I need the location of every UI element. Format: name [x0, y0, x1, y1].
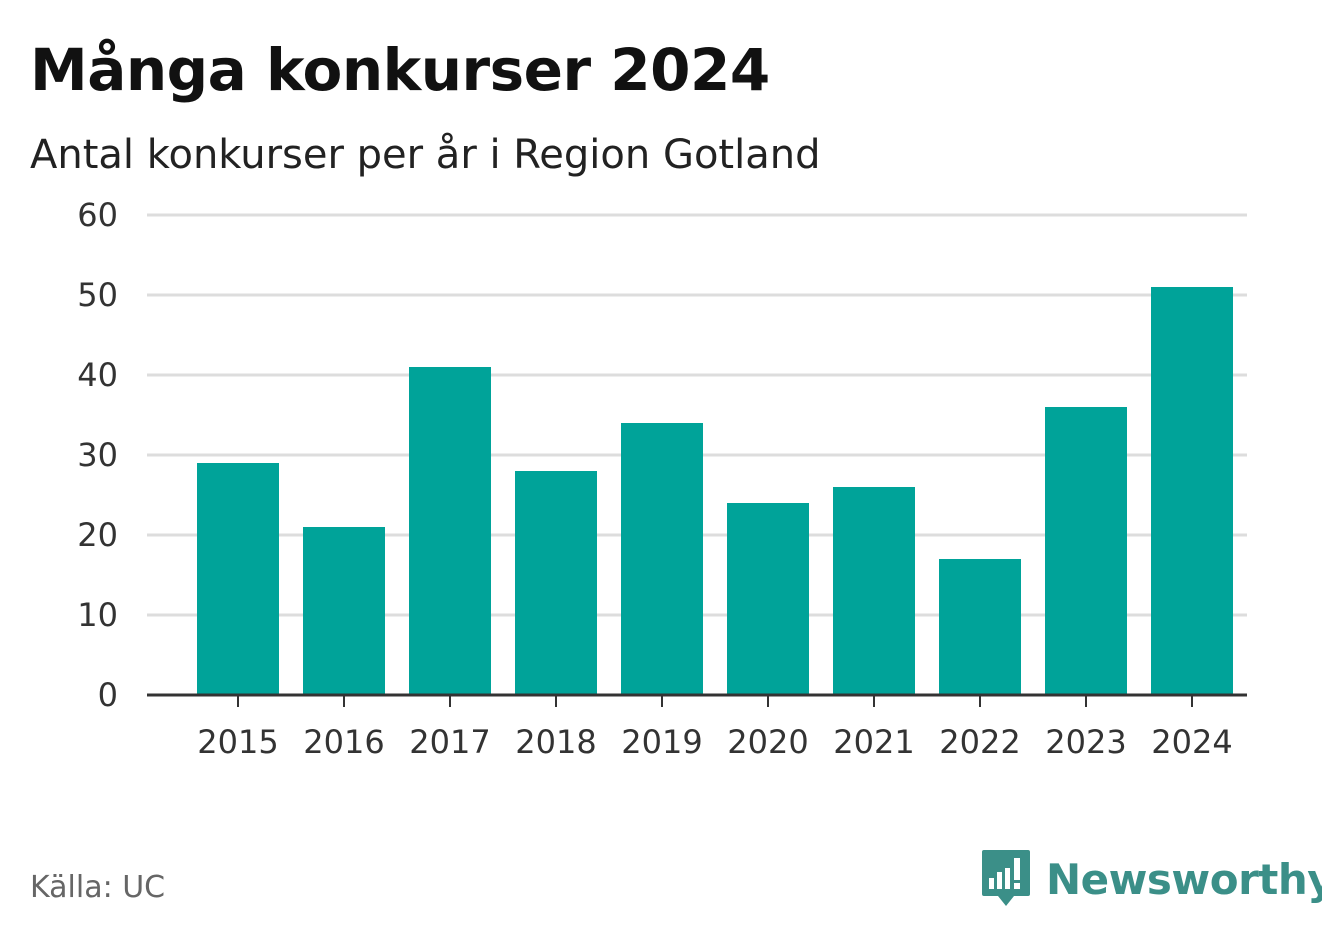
bar-2022 — [939, 559, 1021, 695]
chart-subtitle: Antal konkurser per år i Region Gotland — [30, 132, 821, 178]
x-tick-label: 2015 — [197, 723, 278, 761]
x-tick-label: 2019 — [621, 723, 702, 761]
y-tick-label: 40 — [77, 356, 118, 394]
bar-2018 — [515, 471, 597, 695]
x-tick-label: 2018 — [515, 723, 596, 761]
bar-2024 — [1151, 287, 1233, 695]
x-tick-label: 2022 — [939, 723, 1020, 761]
bar-2017 — [409, 367, 491, 695]
bars — [197, 287, 1233, 695]
bar-2021 — [833, 487, 915, 695]
chart-title: Många konkurser 2024 — [30, 36, 770, 104]
bar-2015 — [197, 463, 279, 695]
bar-2023 — [1045, 407, 1127, 695]
newsworthy-logo-icon — [982, 850, 1030, 906]
x-tick-label: 2020 — [727, 723, 808, 761]
source-note: Källa: UC — [30, 870, 166, 905]
y-tick-label: 20 — [77, 516, 118, 554]
x-tick-label: 2023 — [1045, 723, 1126, 761]
x-tick-label: 2016 — [303, 723, 384, 761]
newsworthy-logo: Newsworthy — [980, 848, 1322, 910]
x-tick-label: 2024 — [1151, 723, 1232, 761]
bar-2016 — [303, 527, 385, 695]
y-axis-ticks: 0 10 20 30 40 50 60 — [77, 196, 118, 714]
y-tick-label: 0 — [98, 676, 118, 714]
y-tick-label: 30 — [77, 436, 118, 474]
bar-2020 — [727, 503, 809, 695]
bar-2019 — [621, 423, 703, 695]
x-axis-ticks: 2015 2016 2017 2018 2019 2020 2021 2022 2023 2024 — [197, 695, 1233, 761]
x-tick-label: 2021 — [833, 723, 914, 761]
y-tick-label: 60 — [77, 196, 118, 234]
y-tick-label: 10 — [77, 596, 118, 634]
x-tick-label: 2017 — [409, 723, 490, 761]
brand-name: Newsworthy — [1046, 854, 1322, 904]
y-tick-label: 50 — [77, 276, 118, 314]
